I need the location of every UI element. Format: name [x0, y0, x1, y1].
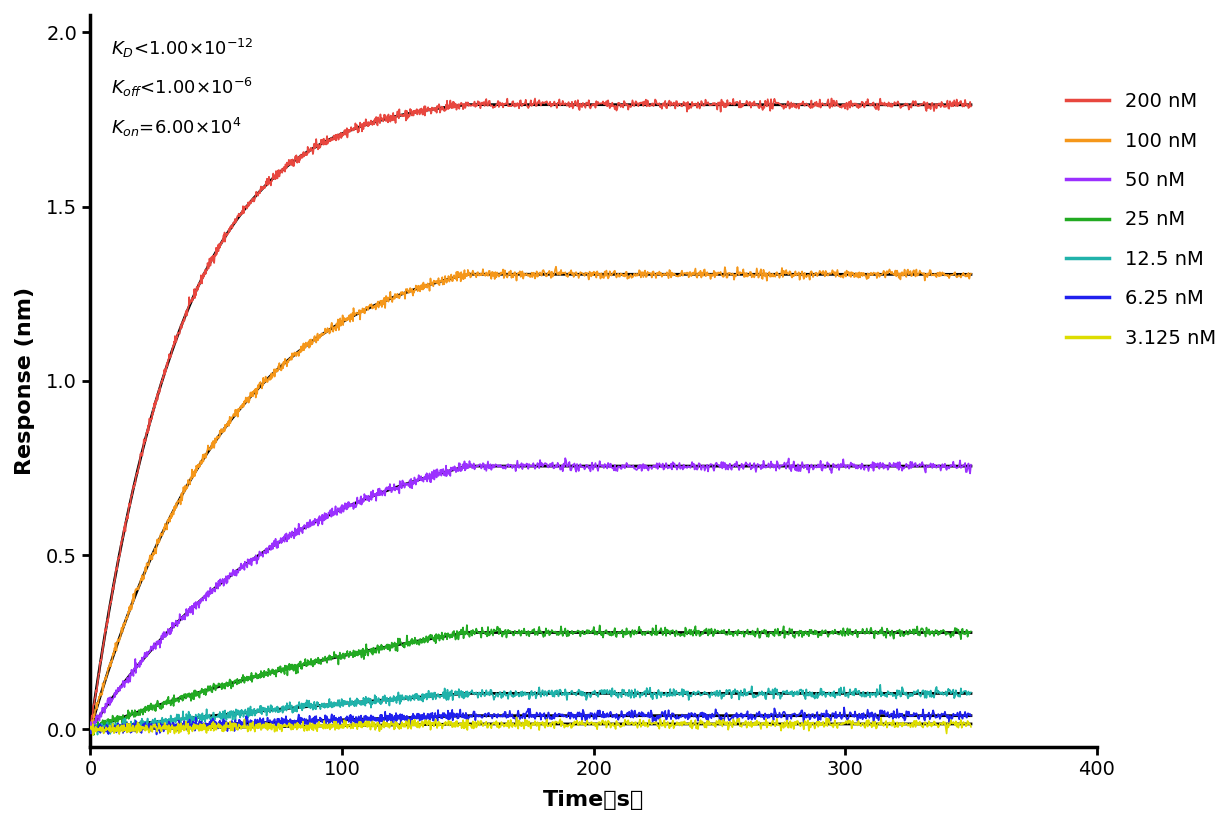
Text: $K_{D}$<1.00×10$^{-12}$
$K_{off}$<1.00×10$^{-6}$
$K_{on}$=6.00×10$^{4}$: $K_{D}$<1.00×10$^{-12}$ $K_{off}$<1.00×1… [111, 37, 254, 139]
Legend: 200 nM, 100 nM, 50 nM, 25 nM, 12.5 nM, 6.25 nM, 3.125 nM: 200 nM, 100 nM, 50 nM, 25 nM, 12.5 nM, 6… [1058, 84, 1223, 356]
Y-axis label: Response (nm): Response (nm) [15, 287, 34, 475]
X-axis label: Time（s）: Time（s） [543, 790, 644, 810]
